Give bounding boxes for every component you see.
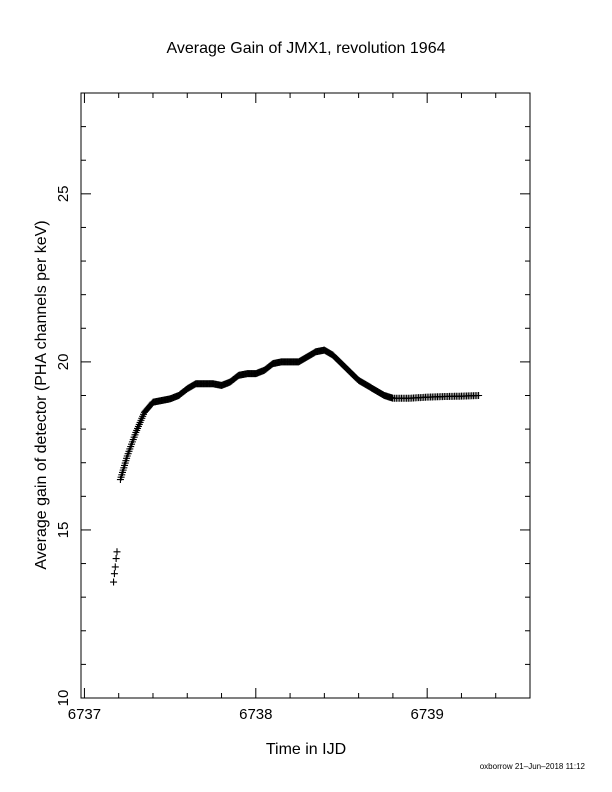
footer-stamp: oxborrow 21–Jun–2018 11:12: [480, 762, 586, 771]
y-tick-label: 20: [55, 354, 72, 371]
data-point: [110, 578, 118, 586]
chart-title: Average Gain of JMX1, revolution 1964: [167, 40, 446, 57]
data-point: [113, 548, 121, 556]
x-axis-label: Time in IJD: [266, 741, 346, 758]
x-tick-label: 6738: [239, 706, 272, 723]
y-tick-label: 10: [55, 690, 72, 707]
y-tick-label: 15: [55, 522, 72, 539]
data-point: [475, 392, 483, 399]
y-tick-label: 25: [55, 185, 72, 202]
data-points: [110, 346, 483, 586]
x-tick-label: 6739: [410, 706, 443, 723]
data-point: [112, 555, 120, 563]
axis-ticks: [81, 93, 531, 699]
x-tick-label: 6737: [68, 706, 101, 723]
data-point: [111, 563, 119, 571]
axis-tick-labels: 6737 6738 6739 10 15 20 25: [55, 185, 444, 723]
data-point: [110, 570, 118, 578]
y-axis-label: Average gain of detector (PHA channels p…: [33, 220, 50, 569]
